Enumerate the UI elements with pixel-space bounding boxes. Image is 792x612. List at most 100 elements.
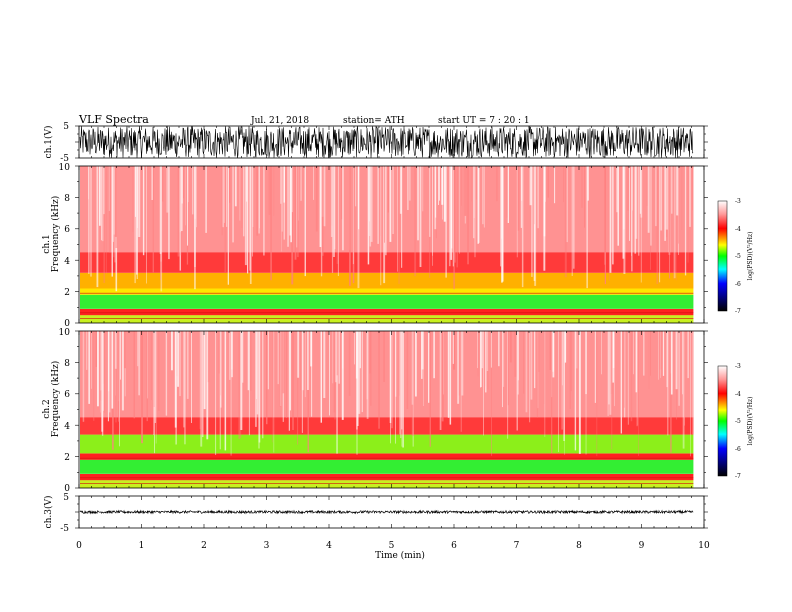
ch2-spec-streak xyxy=(411,331,414,436)
ch2-spec-streak xyxy=(411,331,414,405)
ch2-spec-streak xyxy=(301,331,303,433)
ch1-spec-streak xyxy=(609,166,612,273)
ch1-spec-streak xyxy=(467,166,469,265)
ch2-spec-streak xyxy=(481,331,484,369)
ch1-spec-streak xyxy=(631,166,633,272)
ch2-spec-streak xyxy=(177,331,179,387)
ch2-spec-streak xyxy=(502,331,503,408)
ch1-spec-streak xyxy=(304,166,306,277)
ch1-spec-streak xyxy=(477,166,479,244)
ch1-spec-streak xyxy=(452,166,454,267)
ch2-spec-streak xyxy=(609,331,612,415)
ch1-spec-streak xyxy=(384,166,385,243)
ch2-spec-streak xyxy=(262,331,264,439)
xtick-5: 5 xyxy=(389,541,395,551)
ch1-waveform-ytick-top: 5 xyxy=(63,122,69,132)
ch2-spec-ytick-0: 0 xyxy=(64,484,70,494)
ch1-spec-streak xyxy=(296,166,299,258)
ch1-spec-streak xyxy=(268,166,271,215)
ch1-spec-streak xyxy=(439,166,440,201)
ch2-spec-streak xyxy=(95,331,97,367)
ch2-colorbar-tick-m6: -6 xyxy=(735,446,741,453)
ch2-spec-streak xyxy=(544,331,546,437)
ch1-spec-ytick-0: 0 xyxy=(64,319,70,329)
ch2-spec-streak xyxy=(191,331,192,423)
ch1-spec-streak xyxy=(192,166,194,215)
ch2-spec-streak xyxy=(118,331,120,422)
ch1-spec-streak xyxy=(229,166,231,203)
ch1-spec-streak xyxy=(673,166,675,280)
ch1-spec-streak xyxy=(252,166,254,227)
ch1-spectrogram-streaks xyxy=(80,166,694,319)
ch2-spec-streak xyxy=(391,331,393,429)
x-axis-label: Time (min) xyxy=(375,550,425,561)
ch1-spec-streak xyxy=(502,166,504,282)
ch2-spec-streak xyxy=(165,331,168,416)
ch2-spec-streak xyxy=(620,331,622,434)
ch2-spec-streak xyxy=(561,331,563,430)
ch2-spec-streak xyxy=(562,331,563,386)
ch1-spec-streak xyxy=(506,166,508,218)
ch1-spec-streak xyxy=(90,166,92,277)
ch1-spec-streak xyxy=(482,166,484,225)
ch2-spec-streak xyxy=(238,331,241,439)
ch1-spec-streak xyxy=(407,166,409,210)
ch1-spec-streak xyxy=(103,166,106,283)
ch2-spectrogram-panel: 0 2 4 6 8 10 ch.2 Frequency (kHz) xyxy=(42,328,708,494)
ch1-spec-streak xyxy=(529,166,532,206)
ch2-spec-streak xyxy=(171,331,173,371)
ch3-waveform-panel: 5 -5 ch.3(V) xyxy=(43,493,708,534)
ch1-spec-streak xyxy=(586,166,588,289)
ch2-spec-streak xyxy=(627,331,629,425)
ch1-spectrogram-panel: 0 2 4 6 8 10 ch.1 Frequency (kHz) xyxy=(42,163,708,329)
ch2-spec-streak xyxy=(633,331,634,375)
ch3-waveform-ytick-top: 5 xyxy=(63,493,69,503)
ch1-spec-streak xyxy=(409,166,411,201)
ch1-spec-streak xyxy=(333,166,335,257)
ch1-spec-streak xyxy=(239,166,241,221)
ch1-spec-streak xyxy=(656,166,659,284)
ch2-spec-streak xyxy=(255,331,257,427)
ch2-spec-streak xyxy=(406,331,409,409)
ch2-spec-streak xyxy=(537,331,540,372)
ch2-spec-streak xyxy=(286,331,287,418)
xtick-6: 6 xyxy=(451,541,457,551)
xtick-8: 8 xyxy=(576,541,582,551)
ch1-spec-streak xyxy=(180,166,182,256)
ch2-spec-streak xyxy=(273,331,275,453)
ch2-spec-streak xyxy=(341,331,344,420)
ch2-spec-streak xyxy=(121,331,124,411)
ch2-spec-streak xyxy=(248,331,250,436)
ch2-spec-band-5 xyxy=(80,331,694,435)
ch2-spec-streak xyxy=(111,331,114,409)
ch2-spec-streak xyxy=(334,331,336,420)
ch1-spec-streak xyxy=(435,166,437,239)
ch2-spec-streak xyxy=(229,331,231,380)
ch2-spec-ylabel: ch.2 xyxy=(42,399,52,418)
ch1-spec-streak xyxy=(341,166,343,220)
ch2-colorbar-tick-m3: -3 xyxy=(735,363,741,370)
ch1-spec-streak xyxy=(650,166,651,270)
ch1-spec-streak xyxy=(438,166,439,205)
ch2-spec-streak xyxy=(138,331,140,396)
ch2-spec-streak xyxy=(307,331,309,453)
ch1-spec-streak xyxy=(280,166,282,204)
ch1-spec-streak xyxy=(114,166,117,237)
ch2-spec-streak xyxy=(421,331,423,379)
ch2-spec-ytick-2: 2 xyxy=(64,453,70,463)
ch1-spec-ytick-8: 8 xyxy=(64,194,70,204)
ch1-spec-streak xyxy=(244,166,247,266)
ch2-spec-streak xyxy=(523,331,525,394)
ch1-spec-streak xyxy=(398,166,400,284)
ch2-spec-streak xyxy=(334,331,337,383)
ch2-spec-streak xyxy=(400,331,402,438)
ch1-waveform-panel: 5 -5 ch.1(V) xyxy=(43,122,708,164)
ch2-spec-streak xyxy=(638,331,639,456)
date-label: Jul. 21, 2018 xyxy=(250,116,309,126)
ch1-spec-streak xyxy=(88,166,90,274)
ch1-spec-streak xyxy=(281,166,283,232)
ch1-spec-streak xyxy=(290,166,292,243)
ch1-spec-streak xyxy=(187,166,189,203)
ch1-spec-streak xyxy=(581,166,583,208)
ch2-spec-streak xyxy=(460,331,462,432)
